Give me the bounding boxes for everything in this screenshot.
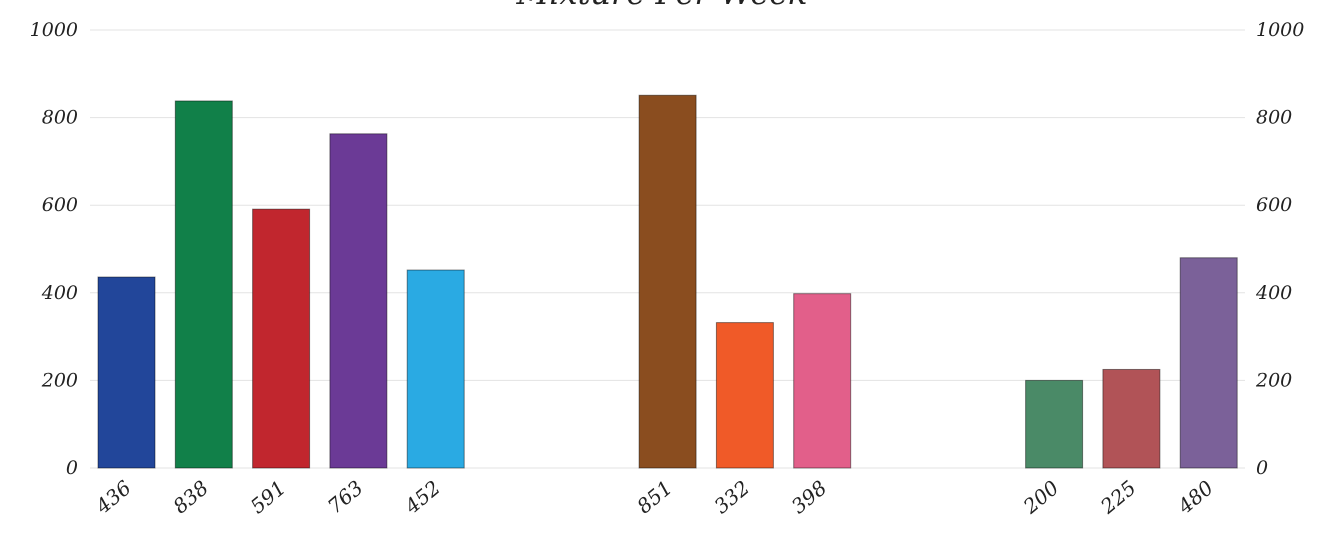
x-tick-label: 851 bbox=[632, 475, 677, 518]
y-tick-label-left: 1000 bbox=[30, 19, 78, 41]
y-tick-label-right: 1000 bbox=[1256, 19, 1304, 41]
bar bbox=[1102, 368, 1161, 469]
y-tick-label-left: 200 bbox=[41, 369, 78, 391]
chart-title: Mixture Per Week bbox=[516, 0, 808, 12]
bar bbox=[793, 293, 852, 469]
y-tick-label-left: 400 bbox=[41, 282, 78, 304]
bar bbox=[406, 269, 465, 469]
x-tick-label: 452 bbox=[399, 475, 444, 519]
bars bbox=[97, 94, 1238, 469]
y-tick-label-right: 400 bbox=[1255, 282, 1292, 304]
bar bbox=[329, 133, 388, 469]
y-tick-label-right: 0 bbox=[1256, 457, 1268, 479]
y-tick-label-right: 200 bbox=[1255, 369, 1292, 391]
x-tick-label: 332 bbox=[709, 475, 754, 518]
y-tick-label-left: 600 bbox=[42, 194, 78, 216]
y-tick-label-left: 800 bbox=[42, 107, 78, 129]
bar bbox=[638, 94, 697, 469]
bar bbox=[1025, 379, 1084, 469]
x-axis-labels: 436 838 591 763 452 851 332 398 200 225 480 bbox=[90, 475, 1218, 519]
x-tick-label: 480 bbox=[1172, 475, 1218, 519]
x-tick-label: 225 bbox=[1095, 475, 1140, 519]
x-tick-label: 838 bbox=[168, 475, 213, 518]
y-axis-left: 0 200 400 600 800 1000 bbox=[30, 19, 78, 479]
bar bbox=[1179, 257, 1238, 469]
x-tick-label: 763 bbox=[323, 475, 368, 518]
x-tick-label: 398 bbox=[787, 475, 832, 518]
bar bbox=[174, 100, 233, 469]
y-axis-right: 0 200 400 600 800 1000 bbox=[1255, 19, 1304, 479]
bar bbox=[252, 208, 311, 469]
y-tick-label-left: 0 bbox=[66, 457, 78, 479]
y-tick-label-right: 600 bbox=[1256, 194, 1292, 216]
x-tick-label: 436 bbox=[90, 475, 136, 519]
y-tick-label-right: 800 bbox=[1256, 107, 1292, 129]
bar bbox=[715, 322, 774, 469]
x-tick-label: 591 bbox=[246, 475, 291, 518]
x-tick-label: 200 bbox=[1018, 475, 1064, 519]
bar bbox=[97, 276, 156, 469]
